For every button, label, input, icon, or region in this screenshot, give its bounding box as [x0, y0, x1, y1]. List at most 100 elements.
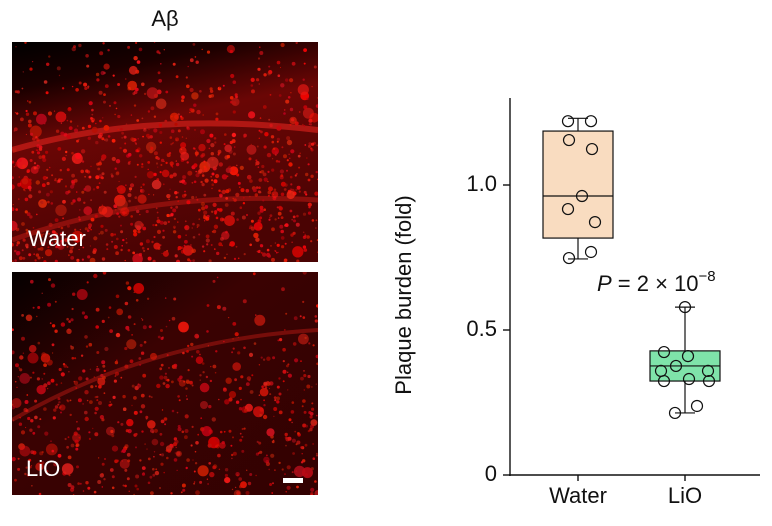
speckle: [21, 222, 25, 226]
speckle: [213, 137, 217, 140]
speckle: [40, 473, 42, 475]
speckle: [249, 473, 253, 476]
speckle: [48, 222, 53, 227]
speckle: [196, 350, 200, 354]
speckle: [303, 105, 308, 110]
speckle: [211, 172, 215, 176]
speckle: [26, 473, 30, 477]
speckle: [67, 455, 72, 460]
speckle: [258, 83, 261, 85]
speckle: [178, 321, 189, 333]
speckle: [131, 334, 134, 336]
speckle: [271, 257, 275, 262]
speckle: [117, 114, 121, 119]
speckle: [78, 43, 82, 48]
speckle: [54, 329, 58, 333]
speckle: [181, 483, 186, 488]
speckle: [29, 428, 33, 432]
speckle: [142, 226, 147, 231]
speckle: [78, 139, 80, 141]
speckle: [238, 386, 242, 390]
speckle: [155, 98, 167, 110]
speckle: [37, 425, 41, 429]
speckle: [101, 319, 105, 323]
speckle: [110, 232, 114, 237]
speckle: [103, 369, 107, 373]
speckle: [283, 154, 287, 159]
speckle: [24, 42, 27, 44]
speckle: [113, 233, 117, 236]
speckle: [18, 158, 22, 162]
speckle: [72, 179, 74, 182]
speckle: [135, 446, 137, 449]
speckle: [102, 42, 105, 45]
speckle: [229, 96, 234, 100]
speckle: [309, 112, 318, 123]
speckle: [153, 151, 158, 156]
speckle: [87, 255, 91, 259]
speckle: [21, 336, 25, 341]
speckle: [12, 405, 16, 410]
speckle: [269, 393, 272, 396]
speckle: [209, 133, 214, 138]
speckle: [281, 245, 285, 249]
speckle: [300, 446, 303, 449]
speckle: [312, 344, 315, 347]
speckle: [24, 190, 26, 192]
speckle: [101, 462, 105, 466]
speckle: [156, 50, 160, 54]
speckle: [103, 63, 110, 70]
speckle: [232, 197, 234, 200]
speckle: [187, 65, 189, 68]
speckle: [192, 259, 196, 262]
speckle: [190, 444, 193, 447]
speckle: [254, 314, 266, 326]
speckle: [145, 417, 148, 420]
speckle: [42, 241, 46, 246]
speckle: [57, 147, 62, 151]
speckle: [109, 468, 114, 472]
speckle: [259, 226, 263, 230]
speckle: [218, 242, 223, 247]
speckle: [56, 66, 61, 71]
micrograph: [12, 42, 318, 262]
speckle: [207, 345, 210, 347]
speckle: [58, 74, 61, 77]
speckle: [96, 185, 100, 189]
speckle: [174, 254, 178, 258]
speckle: [125, 184, 127, 186]
speckle: [225, 197, 229, 200]
speckle: [238, 477, 242, 481]
speckle: [281, 468, 284, 471]
speckle: [286, 169, 288, 172]
speckle: [155, 468, 158, 471]
speckle: [57, 397, 61, 401]
speckle: [259, 413, 263, 417]
speckle: [291, 218, 294, 221]
speckle: [165, 449, 169, 452]
speckle: [104, 139, 106, 141]
speckle: [201, 174, 205, 177]
speckle: [240, 188, 245, 193]
speckle: [276, 400, 280, 404]
speckle: [271, 492, 274, 494]
speckle: [86, 399, 89, 402]
speckle: [122, 394, 126, 399]
speckle: [235, 245, 238, 248]
speckle: [286, 139, 293, 146]
speckle: [199, 382, 210, 393]
speckle: [294, 358, 299, 363]
speckle: [67, 483, 72, 487]
speckle: [200, 129, 205, 135]
speckle: [125, 241, 128, 244]
speckle: [312, 443, 314, 445]
speckle: [12, 350, 15, 355]
speckle: [126, 339, 137, 350]
speckle: [204, 178, 209, 183]
speckle: [260, 170, 265, 174]
speckle: [248, 352, 254, 357]
speckle: [197, 208, 201, 212]
speckle: [94, 406, 99, 411]
data-point: [669, 359, 683, 373]
speckle: [315, 383, 317, 385]
